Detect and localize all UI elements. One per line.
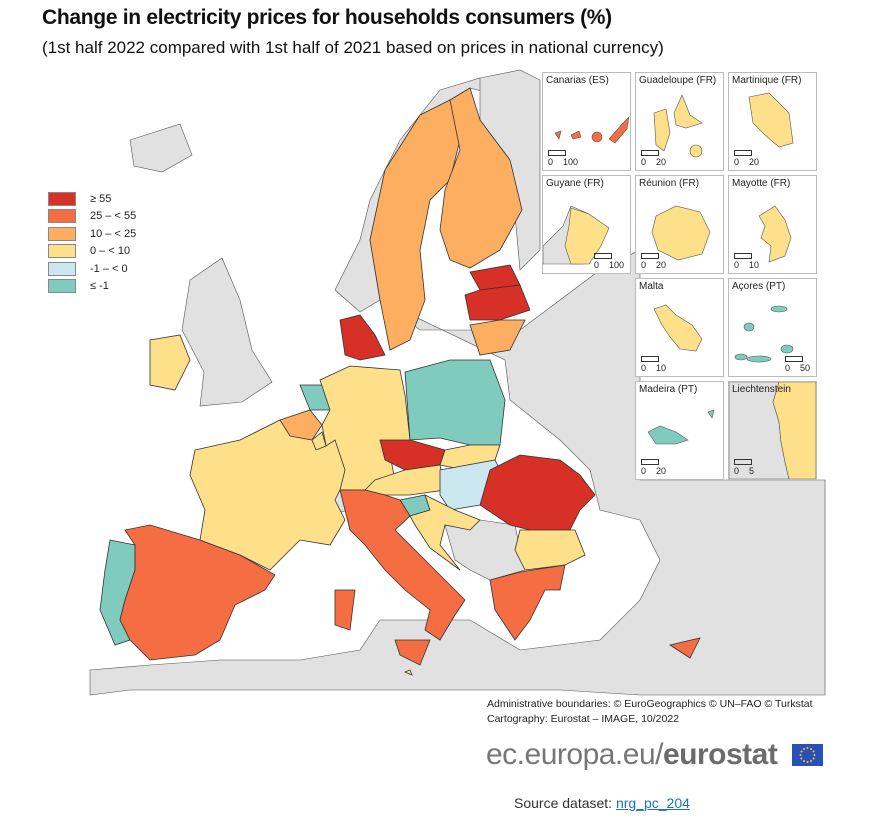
land-iceland xyxy=(129,123,193,173)
legend-item: ≥ 55 xyxy=(48,190,136,208)
inset-map: Martinique (FR) 0 20 xyxy=(728,72,817,171)
legend-item: -1 – < 0 xyxy=(48,260,136,278)
inset-shape xyxy=(653,304,703,352)
inset-label: Mayotte (FR) xyxy=(732,178,791,189)
scale-bar: 0 20 xyxy=(641,253,666,270)
inset-shape xyxy=(543,205,610,265)
map-title: Change in electricity prices for househo… xyxy=(42,6,612,29)
inset-shape xyxy=(554,116,630,144)
source-label: Source dataset: xyxy=(514,795,616,811)
legend: ≥ 55 25 – < 55 10 – < 25 0 – < 10 -1 – < 0 ≤ … xyxy=(48,190,136,295)
inset-shape xyxy=(758,205,792,263)
legend-item: 0 – < 10 xyxy=(48,243,136,261)
inset-map: Malta 0 10 xyxy=(635,278,724,377)
legend-swatch xyxy=(48,226,76,241)
source-link[interactable]: nrg_pc_204 xyxy=(615,795,690,811)
inset-map: Liechtenstein 0 5 xyxy=(728,381,817,480)
legend-swatch xyxy=(48,279,76,294)
scale-bar: 0 5 xyxy=(734,459,754,476)
inset-label: Martinique (FR) xyxy=(732,75,802,86)
country-hr xyxy=(409,494,481,571)
legend-label: ≤ -1 xyxy=(90,280,109,293)
inset-label: Madeira (PT) xyxy=(639,384,698,395)
legend-swatch xyxy=(48,191,76,206)
country-el xyxy=(489,564,566,641)
inset-map: Canarias (ES) 0 100 xyxy=(542,72,631,171)
country-fi xyxy=(439,87,523,269)
inset-map: Açores (PT) 0 50 xyxy=(728,278,817,377)
legend-item: 10 – < 25 xyxy=(48,225,136,243)
country-sardinia xyxy=(334,589,356,631)
inset-map: Mayotte (FR) 0 10 xyxy=(728,175,817,274)
legend-label: 10 – < 25 xyxy=(90,227,137,240)
legend-label: 25 – < 55 xyxy=(90,210,137,223)
source-dataset: Source dataset: nrg_pc_204 xyxy=(514,795,690,811)
inset-shape xyxy=(647,409,715,445)
land-uk xyxy=(181,257,273,407)
legend-item: 25 – < 55 xyxy=(48,208,136,226)
inset-map: Guyane (FR) 0 100 xyxy=(542,175,631,274)
scale-bar: 0 20 xyxy=(641,459,666,476)
country-bg xyxy=(514,529,586,571)
inset-map: Guadeloupe (FR) 0 20 xyxy=(635,72,724,171)
legend-swatch xyxy=(48,261,76,276)
scale-bar: 0 100 xyxy=(548,150,578,167)
inset-label: Liechtenstein xyxy=(732,384,791,395)
country-mt xyxy=(403,669,413,676)
country-be xyxy=(279,409,323,441)
scale-bar: 0 20 xyxy=(641,150,666,167)
inset-label: Guadeloupe (FR) xyxy=(639,75,717,86)
credits: Administrative boundaries: © EuroGeograp… xyxy=(487,697,813,727)
credits-cartography: Cartography: Eurostat – IMAGE, 10/2022 xyxy=(487,713,680,725)
country-lv xyxy=(464,284,531,321)
inset-label: Canarias (ES) xyxy=(546,75,609,86)
country-lt xyxy=(469,319,526,356)
legend-item: ≤ -1 xyxy=(48,278,136,296)
legend-label: ≥ 55 xyxy=(90,192,112,205)
scale-bar: 0 50 xyxy=(784,356,810,373)
inset-label: Malta xyxy=(639,281,664,292)
inset-label: Açores (PT) xyxy=(732,281,786,292)
eu-flag-icon xyxy=(792,744,823,766)
country-ro xyxy=(479,454,596,531)
credits-boundaries: Administrative boundaries: © EuroGeograp… xyxy=(487,698,813,710)
inset-map: Madeira (PT) 0 20 xyxy=(635,381,724,480)
scale-bar: 0 10 xyxy=(641,356,666,373)
inset-label: Guyane (FR) xyxy=(546,178,604,189)
inset-shape xyxy=(651,205,711,261)
inset-shape xyxy=(748,92,794,148)
inset-shape xyxy=(729,382,816,479)
legend-swatch xyxy=(48,209,76,224)
inset-map: Réunion (FR) 0 20 xyxy=(635,175,724,274)
legend-label: 0 – < 10 xyxy=(90,245,131,258)
eurostat-logo: ec.europa.eu/eurostat xyxy=(486,738,778,772)
legend-label: -1 – < 0 xyxy=(90,262,128,275)
inset-shape xyxy=(734,305,794,363)
country-cy xyxy=(668,637,701,659)
country-it xyxy=(339,489,466,641)
brand-prefix: ec.europa.eu/ xyxy=(486,738,663,771)
map-subtitle: (1st half 2022 compared with 1st half of… xyxy=(42,38,664,57)
legend-swatch xyxy=(48,244,76,259)
inset-shape xyxy=(653,94,703,158)
scale-bar: 0 10 xyxy=(734,253,759,270)
country-ie xyxy=(149,334,191,391)
scale-bar: 0 100 xyxy=(593,253,624,270)
land-balkans xyxy=(444,519,526,581)
scale-bar: 0 20 xyxy=(734,150,759,167)
country-sicily xyxy=(394,639,431,666)
inset-label: Réunion (FR) xyxy=(639,178,700,189)
brand-name: eurostat xyxy=(662,738,778,771)
country-pl xyxy=(404,359,506,446)
country-dk xyxy=(339,314,386,361)
